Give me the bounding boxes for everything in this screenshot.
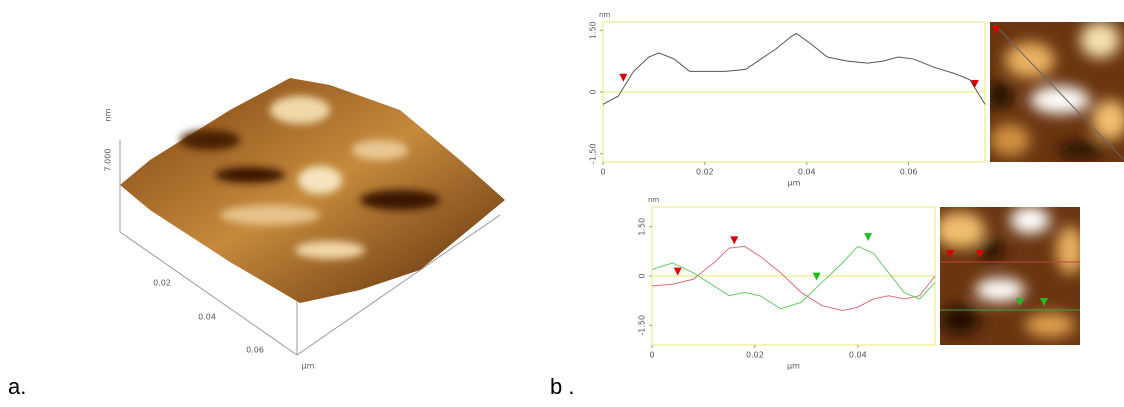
surface-unit: µm	[302, 362, 315, 371]
x-tick-label: 0.02	[746, 351, 764, 360]
panel-label: b .	[550, 374, 574, 399]
cursor-marker	[813, 273, 821, 281]
x-tick-label: 0.06	[900, 168, 918, 177]
cursor-marker	[619, 74, 627, 82]
profile-line	[652, 246, 935, 310]
y-axis-label: nm	[599, 11, 610, 19]
z-max-label: 7.000	[104, 149, 113, 172]
panel-label: a.	[8, 374, 26, 399]
x-tick-label: 0.02	[696, 168, 714, 177]
afm-image	[988, 22, 1124, 162]
profile-line	[603, 34, 985, 105]
x-axis-label: µm	[788, 179, 801, 188]
z-unit-label: nm	[104, 108, 113, 121]
afm-image	[935, 206, 1084, 345]
y-tick-label: 0	[589, 89, 598, 94]
y-tick-label: 0	[638, 273, 647, 278]
surface-3d: 7.000 nm 0.02 0.04 0.06 µm	[104, 78, 506, 371]
figure: 7.000 nm 0.02 0.04 0.06 µm a. b . -1.500…	[0, 0, 1124, 403]
y-tick-label: 1.50	[589, 21, 598, 39]
cursor-marker	[674, 268, 682, 276]
x-tick-label: 0.04	[798, 168, 816, 177]
surface-tick: 0.02	[153, 279, 171, 288]
x-tick-label: 0	[649, 351, 654, 360]
cursor-marker	[864, 233, 872, 241]
y-tick-label: -1.50	[638, 315, 647, 336]
y-tick-label: -1.50	[589, 143, 598, 164]
y-tick-label: 1.50	[638, 218, 647, 236]
x-tick-label: 0.04	[849, 351, 867, 360]
x-tick-label: 0	[600, 168, 605, 177]
surface-tick: 0.04	[198, 313, 216, 322]
y-axis-label: nm	[648, 196, 659, 204]
surface-tick: 0.06	[246, 346, 264, 355]
cursor-marker	[730, 236, 738, 244]
x-axis-label: µm	[787, 362, 800, 371]
